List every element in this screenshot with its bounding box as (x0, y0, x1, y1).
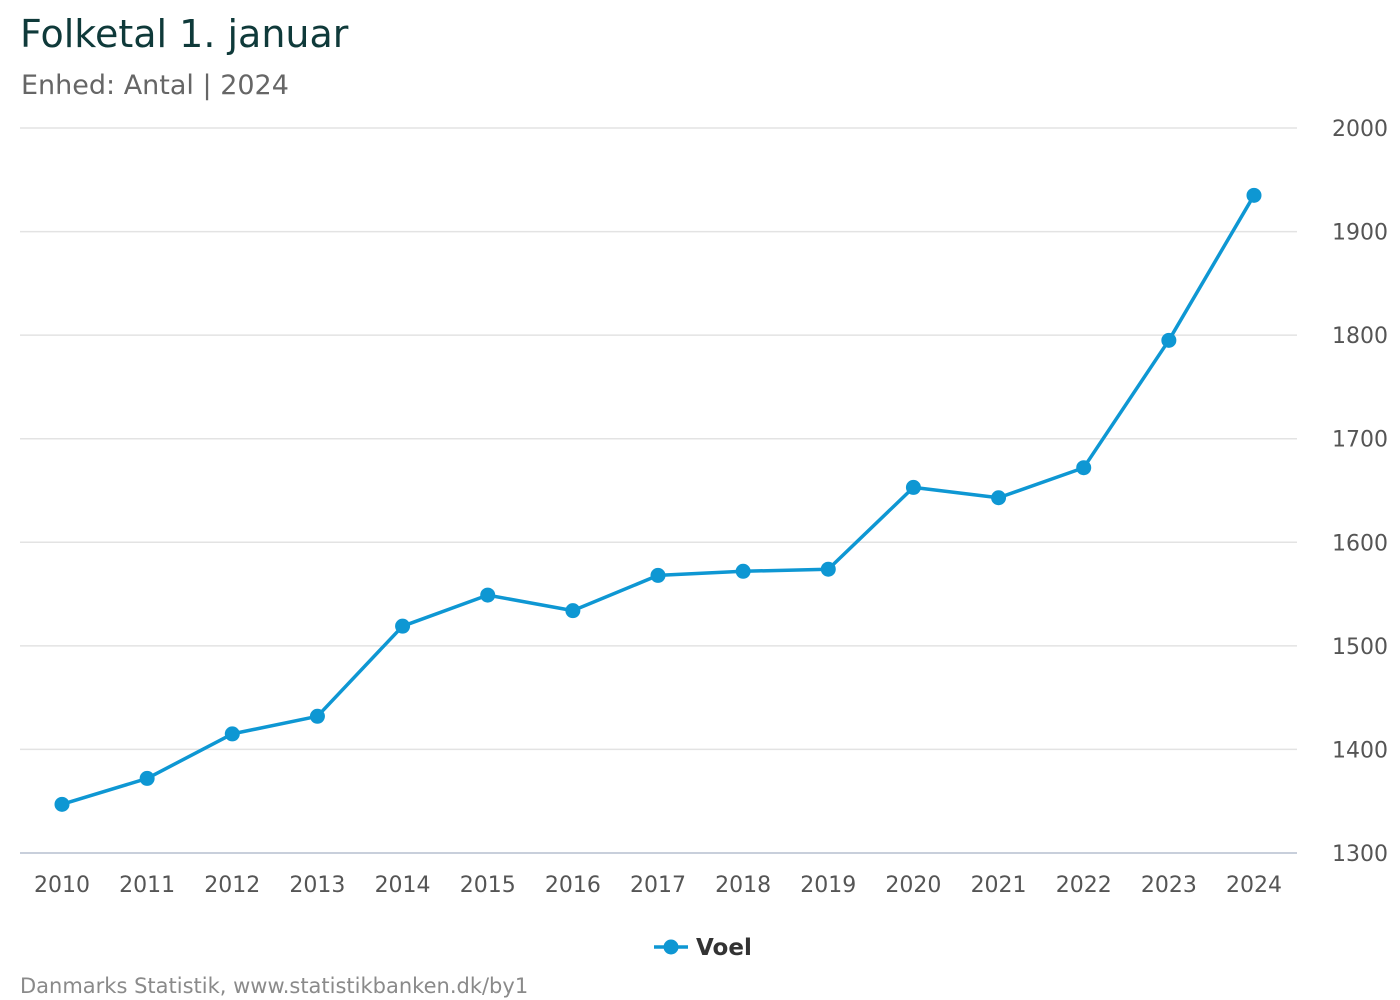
data-point[interactable] (820, 561, 836, 577)
x-tick-label: 2014 (375, 873, 431, 898)
data-point[interactable] (224, 726, 240, 742)
data-point[interactable] (139, 770, 155, 786)
x-tick-label: 2023 (1141, 873, 1197, 898)
x-axis-ticks: 2010 2011 2012 2013 2014 2015 2016 2017 2018 2019… (34, 873, 1282, 898)
chart-title: Folketal 1. januar (20, 12, 349, 56)
x-tick-label: 2021 (971, 873, 1027, 898)
x-tick-label: 2011 (119, 873, 175, 898)
y-tick-label: 1900 (1332, 221, 1388, 246)
data-point[interactable] (309, 708, 325, 724)
x-tick-label: 2012 (204, 873, 260, 898)
y-tick-label: 1800 (1332, 324, 1388, 349)
x-tick-label: 2013 (289, 873, 345, 898)
x-tick-label: 2019 (800, 873, 856, 898)
x-tick-label: 2017 (630, 873, 686, 898)
data-point[interactable] (395, 618, 411, 634)
data-point[interactable] (480, 587, 496, 603)
data-point[interactable] (991, 490, 1007, 506)
data-point[interactable] (735, 563, 751, 579)
data-point[interactable] (650, 567, 666, 583)
y-tick-label: 1300 (1332, 842, 1388, 867)
series-line (60, 193, 1256, 807)
chart-subtitle: Enhed: Antal | 2024 (21, 70, 289, 101)
series-group (54, 187, 1262, 812)
x-tick-label: 2015 (460, 873, 516, 898)
data-point[interactable] (905, 479, 921, 495)
legend[interactable]: Voel (654, 935, 752, 961)
data-point[interactable] (54, 796, 70, 812)
legend-marker-icon (663, 939, 679, 955)
y-tick-label: 2000 (1332, 117, 1388, 142)
source-credit: Danmarks Statistik, www.statistikbanken.… (20, 974, 529, 998)
x-tick-label: 2016 (545, 873, 601, 898)
data-point[interactable] (1076, 460, 1092, 476)
grid-lines (20, 127, 1297, 854)
data-point[interactable] (1161, 332, 1177, 348)
y-axis-ticks: 1300 1400 1500 1600 1700 1800 1900 2000 (1332, 117, 1388, 867)
y-tick-label: 1700 (1332, 428, 1388, 453)
legend-label[interactable]: Voel (696, 935, 752, 961)
y-tick-label: 1500 (1332, 635, 1388, 660)
x-tick-label: 2022 (1056, 873, 1112, 898)
data-point[interactable] (565, 603, 581, 619)
data-point[interactable] (1246, 187, 1262, 203)
y-tick-label: 1400 (1332, 738, 1388, 763)
x-tick-label: 2020 (885, 873, 941, 898)
x-tick-label: 2024 (1226, 873, 1282, 898)
y-tick-label: 1600 (1332, 531, 1388, 556)
x-tick-label: 2018 (715, 873, 771, 898)
x-tick-label: 2010 (34, 873, 90, 898)
